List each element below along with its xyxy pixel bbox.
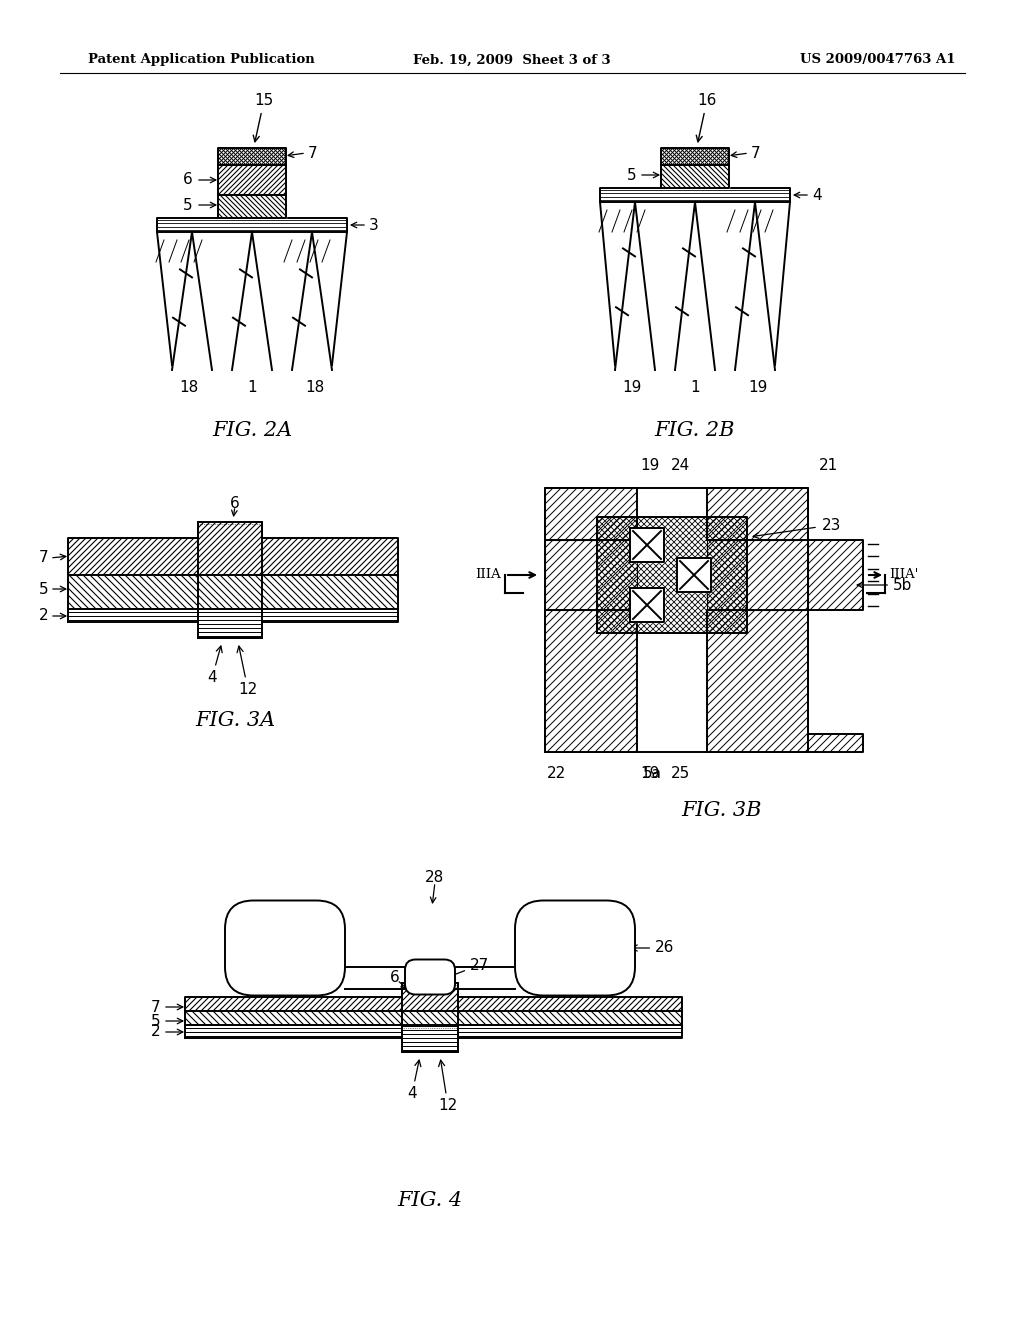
Text: IIIA: IIIA	[475, 569, 501, 582]
Polygon shape	[707, 488, 808, 540]
FancyBboxPatch shape	[406, 960, 455, 994]
Text: 24: 24	[671, 458, 689, 474]
Polygon shape	[808, 540, 863, 610]
Text: 3: 3	[369, 218, 379, 232]
Text: 16: 16	[696, 92, 717, 141]
Text: 26: 26	[631, 940, 675, 956]
Text: FIG. 2B: FIG. 2B	[654, 421, 735, 440]
Text: 5: 5	[183, 198, 193, 213]
Text: 21: 21	[818, 458, 838, 474]
Polygon shape	[402, 983, 458, 1011]
Polygon shape	[262, 539, 398, 576]
Polygon shape	[198, 521, 262, 576]
Text: 19: 19	[640, 767, 659, 781]
Text: 6: 6	[230, 496, 240, 511]
Polygon shape	[630, 528, 664, 562]
Polygon shape	[218, 148, 286, 165]
Polygon shape	[707, 610, 808, 752]
Polygon shape	[808, 612, 863, 752]
Polygon shape	[600, 187, 790, 202]
Text: 27: 27	[439, 957, 489, 981]
Polygon shape	[157, 218, 347, 232]
Text: 28: 28	[425, 870, 444, 884]
Polygon shape	[662, 165, 729, 187]
Polygon shape	[545, 610, 637, 752]
Polygon shape	[597, 517, 746, 634]
Polygon shape	[63, 517, 403, 643]
Text: 5: 5	[627, 168, 636, 182]
Text: 5: 5	[38, 582, 48, 597]
Text: 19: 19	[640, 458, 659, 474]
Polygon shape	[458, 997, 682, 1011]
Polygon shape	[545, 540, 637, 610]
Text: US 2009/0047763 A1: US 2009/0047763 A1	[800, 54, 955, 66]
Text: 4: 4	[207, 645, 222, 685]
Text: 12: 12	[238, 645, 258, 697]
Text: 7: 7	[151, 999, 160, 1015]
Text: 23: 23	[822, 517, 842, 532]
Text: 12: 12	[438, 1060, 458, 1114]
Polygon shape	[545, 488, 637, 540]
Polygon shape	[218, 165, 286, 195]
Text: 1: 1	[247, 380, 257, 396]
Text: 25: 25	[671, 767, 689, 781]
Text: 2: 2	[38, 609, 48, 623]
Text: 2: 2	[151, 1024, 160, 1040]
Polygon shape	[68, 609, 198, 622]
FancyBboxPatch shape	[515, 900, 635, 995]
Text: FIG. 2A: FIG. 2A	[212, 421, 292, 440]
Polygon shape	[262, 609, 398, 622]
Polygon shape	[185, 1011, 402, 1026]
Polygon shape	[262, 576, 398, 609]
Polygon shape	[402, 1011, 458, 1026]
Polygon shape	[185, 997, 402, 1011]
Polygon shape	[630, 587, 664, 622]
Text: 6: 6	[183, 173, 193, 187]
Polygon shape	[662, 148, 729, 165]
Polygon shape	[198, 609, 262, 638]
Text: 15: 15	[253, 92, 273, 141]
Polygon shape	[185, 1026, 402, 1038]
Polygon shape	[535, 469, 888, 772]
Text: 5: 5	[151, 1014, 160, 1028]
Text: 7: 7	[38, 550, 48, 565]
Text: 5a: 5a	[642, 767, 662, 781]
Text: 1: 1	[690, 380, 699, 396]
Text: 6: 6	[390, 969, 400, 985]
Text: 19: 19	[623, 380, 642, 396]
Polygon shape	[707, 540, 808, 610]
Text: 4: 4	[408, 1060, 421, 1101]
Polygon shape	[677, 558, 711, 591]
Text: Patent Application Publication: Patent Application Publication	[88, 54, 314, 66]
Polygon shape	[808, 734, 863, 752]
Text: FIG. 3A: FIG. 3A	[195, 710, 275, 730]
Polygon shape	[68, 576, 198, 609]
Text: 19: 19	[749, 380, 768, 396]
FancyBboxPatch shape	[225, 900, 345, 995]
Polygon shape	[218, 195, 286, 218]
Text: 22: 22	[548, 767, 566, 781]
Text: Feb. 19, 2009  Sheet 3 of 3: Feb. 19, 2009 Sheet 3 of 3	[414, 54, 610, 66]
Text: 18: 18	[305, 380, 325, 396]
Text: 5b: 5b	[857, 578, 912, 593]
Text: FIG. 3B: FIG. 3B	[682, 800, 762, 820]
Polygon shape	[458, 1026, 682, 1038]
Polygon shape	[85, 883, 782, 1152]
Text: FIG. 4: FIG. 4	[397, 1191, 463, 1209]
Text: 18: 18	[179, 380, 199, 396]
Polygon shape	[458, 1011, 682, 1026]
Polygon shape	[68, 539, 198, 576]
Text: 7: 7	[751, 145, 761, 161]
Polygon shape	[198, 576, 262, 609]
Polygon shape	[402, 1026, 458, 1052]
Text: 4: 4	[812, 187, 821, 202]
Text: IIIA': IIIA'	[889, 569, 919, 582]
Text: 7: 7	[308, 145, 317, 161]
